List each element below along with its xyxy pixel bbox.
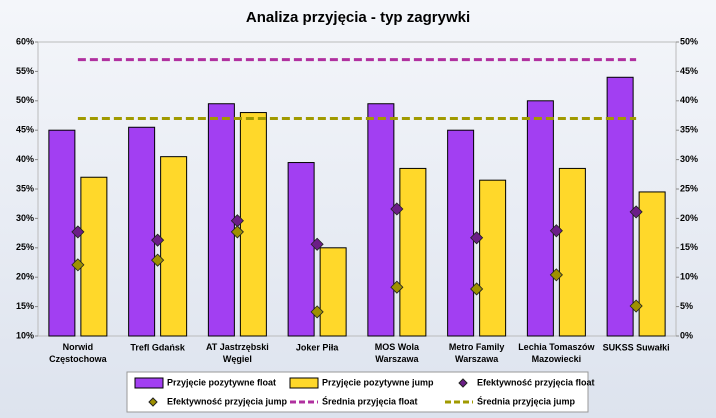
bar: [479, 179, 507, 337]
legend-swatch: [458, 378, 468, 388]
x-tick-label: Norwid Częstochowa: [49, 342, 108, 364]
y2-tick-label: 20%: [680, 213, 698, 223]
y2-tick-label: 45%: [680, 66, 698, 76]
bar: [287, 162, 315, 337]
y-tick-label: 25%: [16, 242, 34, 252]
y-tick-label: 30%: [16, 213, 34, 223]
diamond-marker: [230, 225, 244, 239]
x-tick-label: MOS Wola Warszawa: [375, 342, 420, 364]
legend-box: [126, 371, 589, 413]
diamond-marker: [71, 258, 85, 272]
bar: [399, 167, 427, 337]
x-tick-label: Metro Family Warszawa: [449, 342, 505, 364]
diamond-marker: [71, 225, 85, 239]
y2-tick-label: 25%: [680, 183, 698, 193]
x-tick-label: Lechia Tomaszów Mazowiecki: [518, 342, 595, 364]
bar: [128, 126, 156, 337]
y-tick-label: 35%: [16, 183, 34, 193]
y2-tick-label: 30%: [680, 154, 698, 164]
bar: [207, 103, 235, 337]
bar: [239, 112, 267, 337]
x-tick-label: AT Jastrzębski Węgiel: [206, 342, 269, 364]
legend-label: Średnia przyjęcia jump: [477, 395, 576, 406]
diamond-marker: [151, 253, 165, 267]
diamond-marker: [310, 237, 324, 251]
bar: [526, 100, 554, 337]
bar: [558, 167, 586, 337]
y-tick-label: 15%: [16, 301, 34, 311]
y2-tick-label: 40%: [680, 95, 698, 105]
legend-swatch: [134, 377, 164, 389]
y2-tick-label: 0%: [680, 330, 693, 340]
y2-tick-label: 15%: [680, 242, 698, 252]
legend-label: Efektywność przyjęcia float: [477, 377, 595, 387]
legend-label: Efektywność przyjęcia jump: [167, 396, 288, 406]
diamond-marker: [390, 280, 404, 294]
diamond-marker: [629, 205, 643, 219]
y2-tick-label: 50%: [680, 36, 698, 46]
x-tick-label: SUKSS Suwałki: [603, 342, 670, 352]
bar: [447, 129, 475, 337]
bar: [160, 156, 188, 337]
y-tick-label: 50%: [16, 95, 34, 105]
bar: [606, 76, 634, 337]
bar: [48, 129, 76, 337]
diamond-marker: [390, 202, 404, 216]
bar: [367, 103, 395, 337]
x-tick-label: Trefl Gdańsk: [130, 342, 186, 352]
legend-swatch: [148, 397, 158, 407]
y-tick-label: 45%: [16, 125, 34, 135]
legend-label: Przyjęcie pozytywne jump: [322, 377, 434, 387]
diamond-marker: [629, 299, 643, 313]
diamond-marker: [310, 305, 324, 319]
diamond-marker: [549, 224, 563, 238]
diamond-marker: [470, 282, 484, 296]
y-tick-label: 10%: [16, 330, 34, 340]
legend-label: Średnia przyjęcia float: [322, 395, 418, 406]
y2-tick-label: 35%: [680, 125, 698, 135]
legend-swatch: [289, 377, 319, 389]
bar: [80, 176, 108, 337]
x-tick-label: Joker Piła: [296, 342, 340, 352]
chart-title: Analiza przyjęcia - typ zagrywki: [246, 9, 470, 26]
y2-tick-label: 5%: [680, 301, 693, 311]
y-tick-label: 55%: [16, 66, 34, 76]
diamond-marker: [549, 268, 563, 282]
diamond-marker: [151, 233, 165, 247]
bar: [319, 247, 347, 337]
diamond-marker: [470, 231, 484, 245]
y2-tick-label: 10%: [680, 272, 698, 282]
legend-label: Przyjęcie pozytywne float: [167, 377, 276, 387]
y-tick-label: 60%: [16, 36, 34, 46]
y-tick-label: 40%: [16, 154, 34, 164]
bar: [638, 191, 666, 337]
y-tick-label: 20%: [16, 272, 34, 282]
